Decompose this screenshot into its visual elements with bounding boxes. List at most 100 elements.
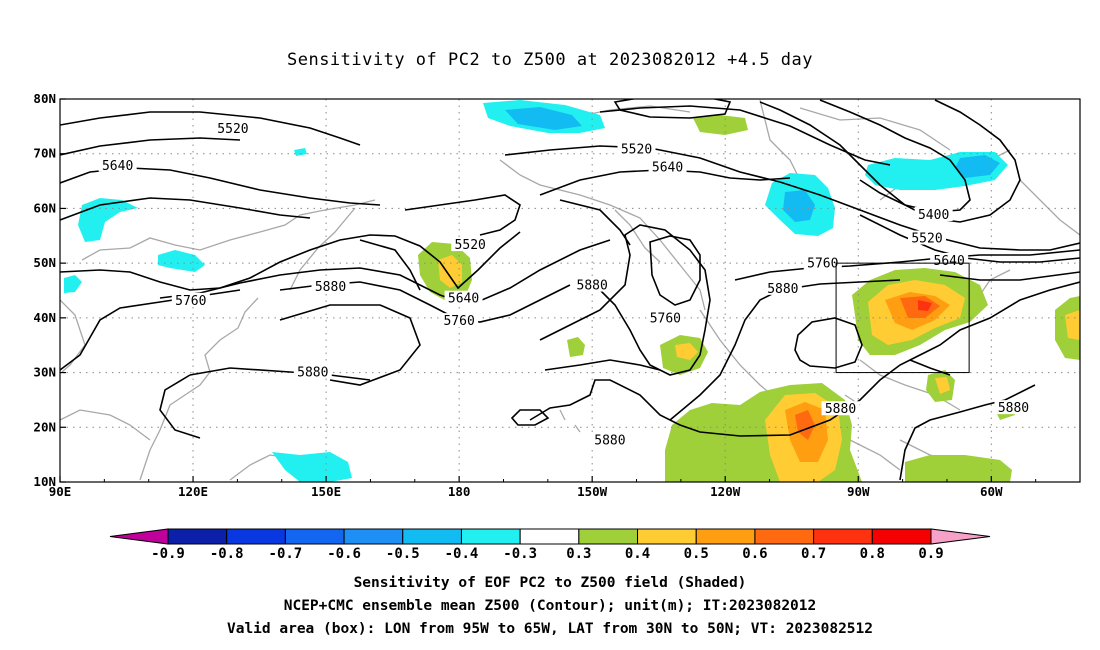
contour-label-bg <box>803 255 842 270</box>
lon-tick-label: 90E <box>49 484 72 499</box>
caption-shaded: Sensitivity of EOF PC2 to Z500 field (Sh… <box>353 575 747 591</box>
colorbar-swatch <box>695 528 756 545</box>
colorbar-swatch <box>813 528 873 545</box>
contour-label-bg <box>648 159 687 174</box>
colorbar-label: 0.7 <box>801 546 826 562</box>
z500-contours <box>60 99 1080 481</box>
contour-label: 5520 <box>621 142 652 157</box>
lat-tick-label: 20N <box>33 419 56 434</box>
lat-tick-label: 80N <box>33 91 56 106</box>
colorbar-swatch <box>167 528 228 545</box>
colorbar-label: 0.3 <box>566 546 591 562</box>
lon-tick-label: 150W <box>577 484 608 499</box>
colorbar-label: 0.8 <box>860 546 885 562</box>
contour-label: 5640 <box>102 159 133 174</box>
lat-tick-label: 70N <box>33 146 56 161</box>
lat-tick-label: 10N <box>33 474 56 489</box>
contour-label: 5760 <box>650 311 681 326</box>
map-frame <box>59 98 1081 483</box>
caption-contour: NCEP+CMC ensemble mean Z500 (Contour); u… <box>283 598 817 614</box>
contour-label-bg <box>444 290 483 305</box>
contour-label-bg <box>293 364 332 379</box>
colorbar-swatch <box>343 528 404 545</box>
contour-label: 5880 <box>577 279 608 294</box>
valid-area-box <box>835 262 970 374</box>
contour-label-bg <box>908 230 946 245</box>
contour-label: 5880 <box>825 402 856 417</box>
colorbar-swatch <box>402 528 462 545</box>
contour-label: 5520 <box>455 238 486 253</box>
caption-valid-area: Valid area (box): LON from 95W to 65W, L… <box>226 621 873 637</box>
lon-tick-label: 90W <box>847 484 870 499</box>
figure-title: Sensitivity of PC2 to Z500 at 2023082012… <box>286 50 813 70</box>
contour-label-bg <box>311 279 350 294</box>
colorbar-swatch <box>754 528 815 545</box>
contour-label: 5400 <box>918 208 949 223</box>
contour-label-bg <box>213 121 252 136</box>
contour-label-bg <box>914 206 953 221</box>
colorbar-low-extension <box>109 528 169 545</box>
contour-label: 5520 <box>911 232 942 247</box>
colorbar-swatch <box>519 528 580 545</box>
colorbar-swatch <box>637 528 697 545</box>
contour-label: 5760 <box>175 294 206 309</box>
contour-label: 5880 <box>767 282 798 297</box>
contour-label-bg <box>573 277 612 292</box>
contour-label: 5760 <box>807 257 838 272</box>
colorbar-label: -0.5 <box>386 546 420 562</box>
map-area: 5520564055205640552054005520564057605760… <box>60 99 1080 482</box>
colorbar-label: -0.3 <box>503 546 537 562</box>
negative-shading <box>64 100 1008 482</box>
colorbar-label: 0.9 <box>918 546 943 562</box>
contour-label: 5640 <box>652 160 683 175</box>
colorbar-swatch <box>460 528 521 545</box>
contour-label-bg <box>171 292 210 307</box>
contour-label-bg <box>451 237 490 252</box>
contour-label-bg <box>994 400 1033 415</box>
colorbar-swatch <box>871 528 932 545</box>
colorbar-swatch <box>578 528 639 545</box>
colorbar-label: 0.6 <box>742 546 767 562</box>
lon-tick-label: 150E <box>311 484 341 499</box>
contour-label-bg <box>646 310 685 325</box>
lat-tick-label: 30N <box>33 365 56 380</box>
contour-label-bg <box>617 141 656 156</box>
contour-label: 5880 <box>998 401 1029 416</box>
contour-labels: 5520564055205640552054005520564057605760… <box>98 121 1033 448</box>
colorbar-swatch <box>284 528 345 545</box>
contour-label-bg <box>821 401 860 416</box>
contour-label-bg <box>590 432 629 447</box>
gridlines <box>60 99 1080 482</box>
lat-tick-label: 40N <box>33 310 56 325</box>
contour-label: 5880 <box>594 433 625 448</box>
colorbar-label: 0.5 <box>684 546 709 562</box>
lon-tick-label: 120W <box>710 484 741 499</box>
lon-tick-label: 180 <box>448 484 471 499</box>
sensitivity-shading <box>64 100 1080 482</box>
contour-label: 5880 <box>315 280 346 295</box>
lon-tick-label: 60W <box>980 484 1003 499</box>
colorbar-label: -0.9 <box>151 546 185 562</box>
colorbar-swatch <box>226 528 286 545</box>
colorbar-high-extension <box>930 528 991 545</box>
lon-tick-label: 120E <box>178 484 208 499</box>
colorbar-label: 0.4 <box>625 546 650 562</box>
colorbar: -0.9 -0.8 -0.7 -0.6 -0.5 -0.4 -0.3 0.3 0.4 0.5 0.6… <box>109 528 991 562</box>
contour-label-bg <box>763 280 802 295</box>
contour-label: 5760 <box>443 314 474 329</box>
axis-ticks: 90E 120E 150E 180 150W 120W 90W 60W 10N 20N 30N 40N… <box>33 91 1037 499</box>
positive-shading <box>418 115 1080 482</box>
contour-label: 5640 <box>934 254 965 269</box>
lat-tick-label: 60N <box>33 200 56 215</box>
colorbar-label: -0.7 <box>269 546 303 562</box>
contour-label-bg <box>440 313 479 328</box>
colorbar-label: -0.4 <box>445 546 479 562</box>
colorbar-label: -0.8 <box>210 546 244 562</box>
contour-label: 5880 <box>297 366 328 381</box>
contour-label: 5520 <box>217 122 248 137</box>
contour-label-bg <box>98 157 137 172</box>
colorbar-label: -0.6 <box>327 546 361 562</box>
lat-tick-label: 50N <box>33 255 56 270</box>
contour-label: 5640 <box>448 292 479 307</box>
